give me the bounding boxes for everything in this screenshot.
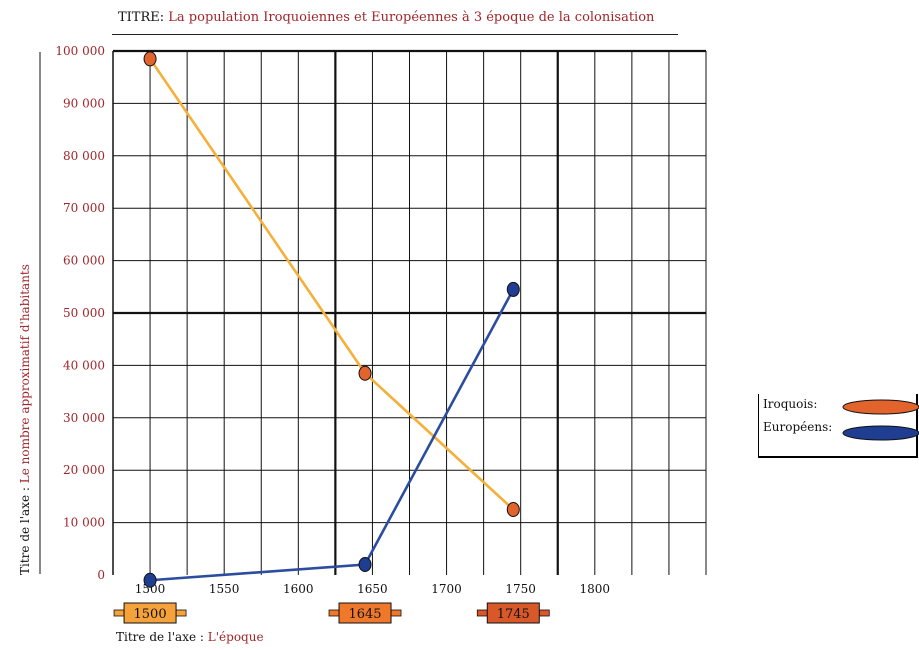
legend-label-iroquois: Iroquois:	[763, 397, 818, 411]
epoch-bar-right	[390, 609, 402, 617]
epoch-bar-right	[538, 609, 550, 617]
series-line	[148, 58, 515, 511]
epoch-box	[338, 602, 392, 624]
y-tick-label: 100 000	[55, 44, 105, 58]
title-underline	[112, 34, 678, 35]
y-tick-label: 40 000	[63, 358, 105, 372]
x-tick-label: 1750	[505, 582, 536, 596]
x-axis-title-text: L'époque	[207, 630, 264, 644]
data-point	[143, 51, 157, 67]
y-tick-label: 60 000	[63, 254, 105, 268]
epoch-text: 1500	[134, 607, 167, 622]
x-tick-label: 1800	[580, 582, 611, 596]
legend-swatches	[842, 399, 919, 441]
y-tick-label: 30 000	[63, 411, 105, 425]
data-point	[358, 365, 372, 381]
epoch-label-1745: 1745	[476, 602, 550, 624]
x-tick-label: 1650	[357, 582, 388, 596]
y-tick-label: 20 000	[63, 463, 105, 477]
data-point	[143, 572, 157, 588]
data-point	[506, 281, 520, 297]
epoch-label-1500: 1500	[113, 602, 187, 624]
epoch-text: 1745	[497, 607, 530, 622]
x-tick-label: 1500	[135, 582, 166, 596]
epoch-box	[486, 602, 540, 624]
x-axis-title-prefix: Titre de l'axe :	[116, 630, 204, 644]
x-axis-title: Titre de l'axe : L'époque	[116, 630, 264, 644]
epoch-label-1645: 1645	[328, 602, 402, 624]
chart-title-prefix: TITRE:	[118, 10, 165, 25]
y-tick-label: 50 000	[63, 306, 105, 320]
epoch-bar-right	[175, 609, 187, 617]
epoch-text: 1645	[348, 607, 381, 622]
y-tick-label: 90 000	[63, 96, 105, 110]
y-tick-label: 70 000	[63, 201, 105, 215]
y-tick-label: 80 000	[63, 149, 105, 163]
y-tick-label: 10 000	[63, 516, 105, 530]
series-line	[149, 288, 515, 582]
chart-title: TITRE: La population Iroquoiennes et Eur…	[118, 10, 654, 25]
x-tick-label: 1700	[431, 582, 462, 596]
epoch-box	[123, 602, 177, 624]
y-tick-label: 0	[97, 568, 105, 582]
data-point	[506, 502, 520, 517]
legend: Iroquois: Européens:	[758, 394, 919, 458]
x-tick-label: 1550	[209, 582, 240, 596]
legend-label-europeens: Européens:	[763, 420, 833, 434]
data-point	[358, 557, 372, 573]
legend-swatch-iroquois	[842, 399, 919, 415]
epoch-bar-left	[476, 609, 488, 617]
legend-swatch-europeens	[842, 425, 919, 441]
y-axis-title-prefix: Titre de l'axe :	[18, 487, 32, 575]
y-axis-title-text: Le nombre approximatif d'habitants	[18, 264, 32, 484]
epoch-bar-left	[113, 609, 125, 617]
chart-title-text: La population Iroquoiennes et Européenne…	[168, 10, 655, 25]
y-axis-title: Titre de l'axe : Le nombre approximatif …	[18, 264, 32, 575]
epoch-bar-left	[328, 609, 340, 617]
x-tick-label: 1600	[283, 582, 314, 596]
